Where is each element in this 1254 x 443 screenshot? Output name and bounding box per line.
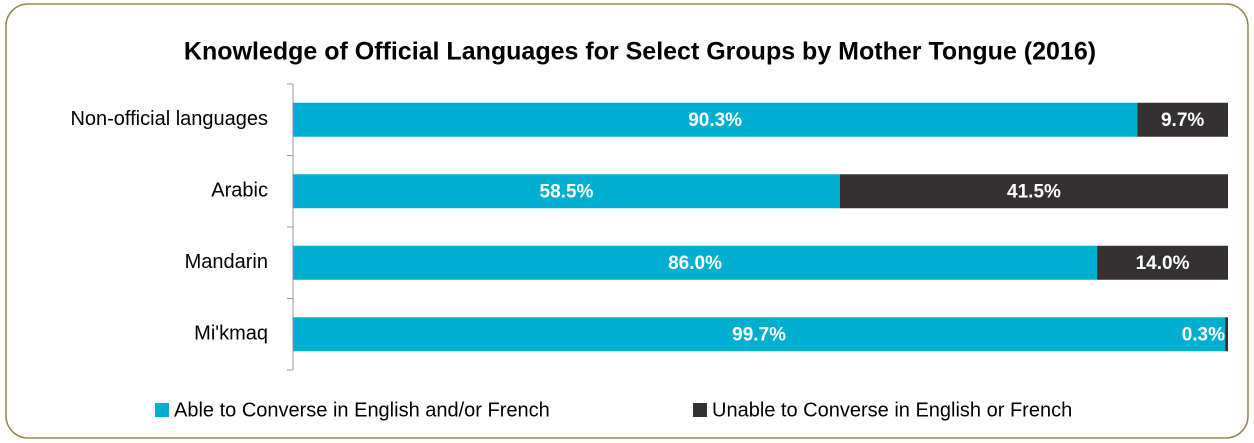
- value-label: 41.5%: [1007, 181, 1061, 202]
- bar-segment: [1137, 102, 1228, 137]
- category-label: Mandarin: [185, 251, 268, 273]
- legend-swatch: [693, 403, 707, 417]
- chart-title: Knowledge of Official Languages for Sele…: [184, 38, 1096, 66]
- bar-segment: [293, 102, 1138, 137]
- bar-segment: [1225, 317, 1228, 352]
- legend-label: Able to Converse in English and/or Frenc…: [174, 399, 550, 421]
- legend-swatch: [155, 403, 169, 417]
- value-label: 0.3%: [1182, 324, 1225, 345]
- bar-segment: [839, 174, 1228, 209]
- value-label: 58.5%: [540, 181, 594, 202]
- bar-segment: [293, 174, 840, 209]
- legend-label: Unable to Converse in English or French: [712, 399, 1072, 421]
- value-label: 86.0%: [668, 253, 722, 274]
- value-label: 14.0%: [1136, 253, 1190, 274]
- bar-segment: [1097, 245, 1228, 280]
- category-label: Mi'kmaq: [194, 323, 268, 345]
- category-label: Non-official languages: [70, 108, 268, 130]
- value-label: 9.7%: [1161, 110, 1204, 131]
- value-label: 99.7%: [732, 324, 786, 345]
- chart-border: [5, 3, 1249, 439]
- bar-segment: [293, 317, 1226, 352]
- value-label: 90.3%: [688, 110, 742, 131]
- category-label: Arabic: [211, 180, 268, 202]
- bar-segment: [293, 245, 1098, 280]
